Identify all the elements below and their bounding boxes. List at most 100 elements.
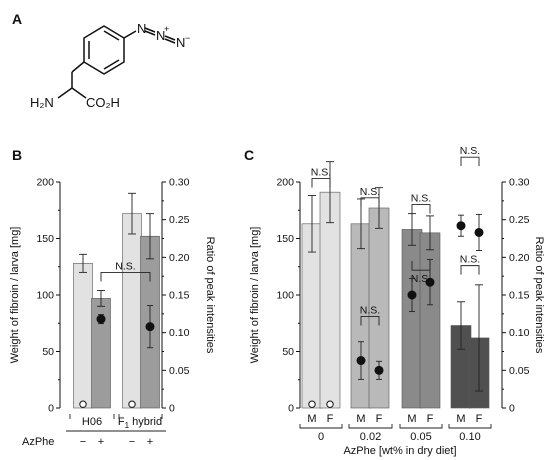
group-label: 0.10 — [459, 431, 480, 443]
azide-bond-1 — [144, 27, 156, 33]
right-tick-label: 0 — [509, 403, 515, 415]
left-axis-title: Weight of fibroin / larva [mg] — [249, 227, 261, 364]
ring-double-bond — [103, 59, 120, 70]
azidophenylalanine-structure — [57, 25, 176, 99]
panel-b-label: B — [12, 147, 22, 163]
group-label-f1-sub: 1 — [125, 421, 130, 430]
azide-minus: − — [185, 33, 190, 43]
azide-n2: N — [156, 28, 165, 43]
sex-label: F — [327, 413, 334, 425]
ratio-point-open — [308, 400, 316, 408]
sex-label: M — [307, 413, 316, 425]
right-tick-label: 0.20 — [509, 252, 530, 264]
sex-label: M — [456, 413, 465, 425]
bar — [122, 213, 142, 409]
azphe-sign: + — [147, 436, 153, 448]
chart-b: 0 50 100 150 200 0 0.05 0.10 0.15 0.20 0.25 0.30 Wei… — [9, 177, 216, 449]
carboxyl-label: CO₂H — [86, 95, 120, 110]
sex-label: F — [476, 413, 483, 425]
left-tick-label: 150 — [276, 233, 294, 245]
group-label-f1-main: F — [118, 416, 125, 428]
significance-label: N.S. — [411, 273, 431, 285]
group-bracket — [399, 424, 443, 429]
significance-bracket — [411, 261, 431, 271]
ratio-point — [374, 365, 384, 375]
group-label: 0.02 — [360, 431, 381, 443]
ratio-point — [456, 221, 466, 231]
significance-bracket — [460, 265, 480, 275]
right-tick-label: 0.25 — [509, 214, 530, 226]
chart-c: 0 50 100 150 200 0 0.05 0.10 0.15 0.20 0.25 0.30 Wei… — [249, 145, 545, 457]
azphe-sign: + — [98, 436, 104, 448]
ratio-point-open — [128, 400, 136, 408]
left-axis-title: Weight of fibroin / larva [mg] — [9, 227, 21, 364]
right-axis-title: Ratio of peak intensities — [533, 237, 545, 354]
sex-label: M — [407, 413, 416, 425]
significance-label: N.S. — [360, 186, 380, 198]
significance-label: N.S. — [460, 145, 480, 157]
ratio-point — [356, 356, 366, 366]
azide-n3: N — [176, 35, 185, 50]
significance-bracket — [460, 156, 480, 167]
azphe-sign: − — [129, 436, 135, 448]
left-tick-label: 100 — [36, 290, 54, 302]
significance-bracket — [411, 204, 431, 214]
carboxyl-bond — [71, 87, 87, 99]
right-tick-label: 0.05 — [169, 365, 190, 377]
group-bracket — [448, 424, 492, 429]
significance-label: N.S. — [115, 260, 135, 272]
azphe-sign: − — [80, 436, 86, 448]
left-tick-label: 200 — [276, 177, 294, 189]
significance-label: N.S. — [311, 167, 331, 179]
azide-bond-2b — [164, 38, 176, 44]
significance-label: N.S. — [460, 254, 480, 266]
right-tick-label: 0.30 — [509, 177, 530, 189]
right-tick-label: 0.10 — [169, 327, 190, 339]
significance-label: N.S. — [360, 304, 380, 316]
ratio-point — [474, 227, 484, 237]
right-tick-label: 0.25 — [169, 214, 190, 226]
right-tick-label: 0.05 — [509, 365, 530, 377]
right-axis-title: Ratio of peak intensities — [204, 237, 216, 354]
ratio-point-open — [79, 400, 87, 408]
azide-n1: N — [137, 21, 146, 36]
right-tick-label: 0.20 — [169, 252, 190, 264]
bar — [73, 263, 93, 409]
left-tick-label: 0 — [288, 403, 294, 415]
x-axis-title: AzPhe [wt% in dry diet] — [343, 445, 456, 457]
left-tick-label: 50 — [42, 346, 54, 358]
sex-label: M — [356, 413, 365, 425]
group-label-f1-hybrid: F1 hybrid — [118, 416, 162, 430]
sex-label: F — [376, 413, 383, 425]
azide-bond-1b — [144, 30, 156, 36]
left-tick-label: 0 — [48, 403, 54, 415]
azide-plus: + — [164, 24, 169, 34]
right-tick-label: 0.15 — [169, 290, 190, 302]
ratio-point — [96, 314, 106, 324]
amine-bond — [57, 87, 73, 99]
group-bracket — [299, 424, 343, 429]
bar — [401, 229, 423, 409]
left-tick-label: 200 — [36, 177, 54, 189]
aryl-azide-bond — [123, 30, 137, 39]
ring-double-bond — [103, 30, 120, 41]
significance-bracket — [360, 197, 380, 207]
right-tick-label: 0.30 — [169, 177, 190, 189]
amine-label: H₂N — [30, 95, 54, 110]
bar — [319, 191, 341, 409]
significance-label: N.S. — [411, 193, 431, 205]
right-tick-label: 0.10 — [509, 327, 530, 339]
bar — [419, 232, 441, 409]
left-tick-label: 100 — [276, 290, 294, 302]
left-tick-label: 150 — [36, 233, 54, 245]
group-label-h06: H06 — [82, 416, 102, 428]
group-label: 0.05 — [410, 431, 431, 443]
ratio-point-open — [326, 400, 334, 408]
significance-bracket — [100, 271, 151, 282]
benzene-ring — [83, 25, 125, 75]
azide-bond-2 — [164, 35, 176, 41]
ratio-point — [407, 290, 417, 300]
right-tick-label: 0 — [169, 403, 175, 415]
significance-bracket — [360, 316, 380, 326]
